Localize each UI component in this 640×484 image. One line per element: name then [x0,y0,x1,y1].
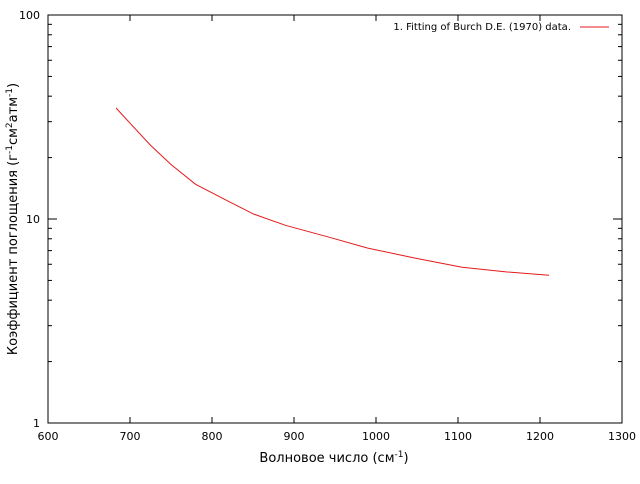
series-layer [115,107,550,276]
y-axis-title-part: ) [6,83,21,88]
x-axis-title-main: Волновое число (см [259,451,394,466]
x-tick-label: 1000 [362,430,390,443]
y-tick-label: 10 [26,213,40,226]
y-axis-title-sup: -1 [5,145,15,154]
x-tick-label: 600 [38,430,59,443]
x-tick-label: 1200 [526,430,554,443]
y-axis-title: Коэффициент поглощения (г-1см2атм-1) [5,83,21,355]
y-axis-title-sup: -1 [5,88,15,97]
x-tick-label: 800 [202,430,223,443]
legend: 1. Fitting of Burch D.E. (1970) data. [393,22,609,33]
y-tick-label: 100 [19,9,40,22]
x-tick-label: 700 [120,430,141,443]
y-axis-ticks: 1 10 100 [19,9,622,430]
y-axis-title-part: см [6,128,21,145]
y-tick-label: 1 [33,417,40,430]
x-axis-ticks: 600 700 800 900 1000 1100 1200 1300 [38,15,636,443]
legend-series-label: 1. Fitting of Burch D.E. (1970) data. [393,22,571,33]
x-axis-title: Волновое число (см-1) [259,450,408,466]
y-axis-title-part: Коэффициент поглощения (г [6,154,21,355]
y-axis-title-sup: 2 [5,122,15,128]
x-tick-label: 1300 [608,430,636,443]
x-axis-title-suffix: ) [403,451,408,466]
y-axis-title-part: атм [6,97,21,122]
plot-frame [47,14,623,424]
x-tick-label: 1100 [444,430,472,443]
series-line-0 [115,107,550,276]
x-tick-label: 900 [284,430,305,443]
x-axis-title-sup: -1 [395,450,404,460]
